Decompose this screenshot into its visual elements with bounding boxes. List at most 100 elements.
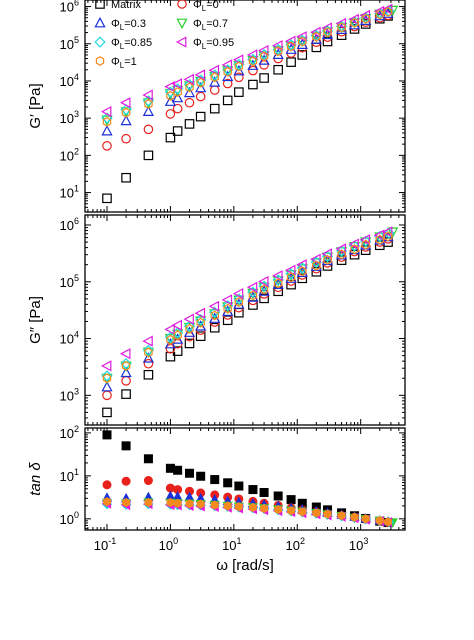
data-point bbox=[183, 320, 196, 332]
data-point bbox=[273, 64, 283, 75]
series-matrix bbox=[102, 11, 393, 204]
data-point bbox=[102, 193, 112, 204]
data-point bbox=[285, 35, 296, 47]
legend-label-sub: L bbox=[120, 23, 125, 32]
data-point bbox=[102, 430, 112, 440]
y-tick-label: 102 bbox=[60, 424, 79, 441]
data-point bbox=[144, 497, 153, 508]
data-point bbox=[381, 226, 393, 238]
legend-label-suffix: =1 bbox=[124, 56, 137, 68]
x-tick-label: 102 bbox=[286, 536, 305, 553]
data-point bbox=[359, 234, 371, 246]
data-point bbox=[361, 13, 370, 24]
plot-frame bbox=[84, 0, 406, 213]
x-tick-label-base: 10 bbox=[222, 538, 236, 553]
data-point bbox=[222, 70, 234, 82]
data-point bbox=[121, 107, 131, 118]
legend-label: ΦL=0.95 bbox=[193, 37, 234, 51]
y-tick-label: 103 bbox=[60, 109, 79, 126]
legend-marker bbox=[175, 36, 187, 48]
y-tick-label-base: 10 bbox=[60, 74, 74, 89]
x-tick-label-exp: 2 bbox=[300, 536, 305, 546]
data-point bbox=[173, 498, 182, 508]
data-point bbox=[273, 278, 283, 289]
data-point bbox=[323, 509, 332, 519]
data-point bbox=[296, 31, 307, 43]
data-point bbox=[321, 22, 332, 34]
x-tick-label-base: 10 bbox=[349, 538, 363, 553]
data-point bbox=[171, 319, 182, 331]
data-point bbox=[233, 64, 245, 76]
series-matrix bbox=[102, 237, 393, 418]
data-point bbox=[196, 499, 205, 509]
data-point bbox=[196, 317, 205, 328]
data-point bbox=[375, 234, 384, 245]
data-point bbox=[258, 282, 270, 294]
data-point bbox=[143, 358, 154, 369]
data-point bbox=[185, 324, 194, 334]
x-axis-label: ω [rad/s] bbox=[216, 557, 274, 574]
data-point bbox=[194, 307, 206, 319]
y-tick-label: 105 bbox=[60, 273, 79, 290]
data-point bbox=[312, 31, 321, 42]
y-tick-label-base: 10 bbox=[60, 218, 74, 233]
data-point bbox=[120, 366, 132, 378]
data-point bbox=[143, 124, 154, 135]
data-point bbox=[223, 501, 232, 511]
data-point bbox=[387, 5, 399, 17]
y-tick-label: 101 bbox=[60, 467, 79, 484]
data-point bbox=[287, 506, 296, 516]
data-point bbox=[348, 13, 359, 25]
x-tick-label: 103 bbox=[349, 536, 368, 553]
data-point bbox=[210, 72, 219, 83]
y-tick-label-base: 10 bbox=[60, 512, 74, 527]
data-point bbox=[222, 95, 233, 106]
data-point bbox=[210, 310, 219, 321]
data-point bbox=[196, 471, 206, 481]
data-point bbox=[102, 116, 112, 127]
series-phil-0-3 bbox=[101, 490, 394, 526]
y-tick-label-exp: 6 bbox=[74, 216, 79, 226]
legend-label: ΦL=0.3 bbox=[111, 18, 146, 32]
y-tick-label-base: 10 bbox=[60, 469, 74, 484]
data-point bbox=[172, 103, 183, 114]
data-point bbox=[285, 272, 297, 283]
y-tick-label: 102 bbox=[60, 146, 79, 163]
data-point bbox=[195, 81, 207, 93]
data-point bbox=[323, 27, 332, 38]
y-tick-label-exp: 0 bbox=[74, 510, 79, 520]
data-point bbox=[144, 99, 153, 109]
data-point bbox=[100, 360, 112, 372]
data-point bbox=[183, 322, 196, 334]
y-tick-label-exp: 4 bbox=[74, 330, 79, 340]
y-tick-label-exp: 5 bbox=[74, 273, 79, 283]
data-point bbox=[248, 65, 258, 76]
y-tick-label-base: 10 bbox=[60, 332, 74, 347]
series-phil-0-95 bbox=[100, 3, 393, 118]
plot-frame bbox=[84, 427, 406, 531]
data-point bbox=[184, 97, 195, 108]
data-point bbox=[165, 132, 176, 143]
data-point bbox=[298, 507, 307, 517]
x-tick-label-base: 10 bbox=[159, 538, 173, 553]
data-point bbox=[248, 56, 258, 67]
data-point bbox=[348, 238, 359, 250]
y-tick-label-base: 10 bbox=[60, 186, 74, 201]
data-point bbox=[383, 231, 393, 242]
x-tick-label-exp: 0 bbox=[173, 536, 178, 546]
data-point bbox=[375, 516, 384, 526]
data-point bbox=[221, 294, 233, 306]
data-point bbox=[102, 480, 112, 490]
x-tick-label: 100 bbox=[159, 536, 178, 553]
data-point bbox=[273, 491, 283, 501]
data-point bbox=[310, 26, 321, 38]
data-point bbox=[195, 91, 206, 102]
y-tick-label-exp: 3 bbox=[74, 386, 79, 396]
legend-label-sub: L bbox=[202, 42, 207, 51]
data-point bbox=[120, 114, 132, 126]
y-tick-label-exp: 1 bbox=[74, 184, 79, 194]
data-point bbox=[258, 285, 270, 296]
legend-label-sub: L bbox=[202, 23, 207, 32]
